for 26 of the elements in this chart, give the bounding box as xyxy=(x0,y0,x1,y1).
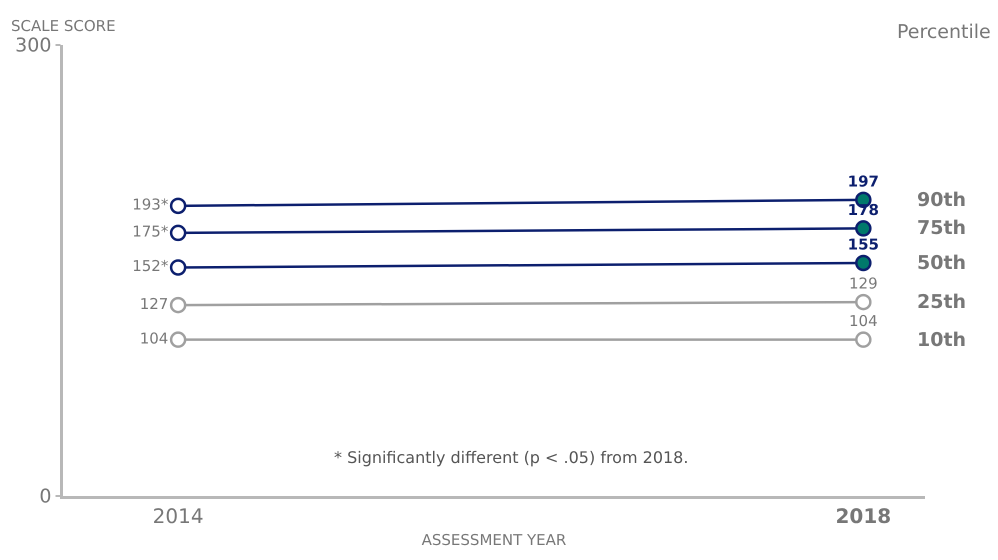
data-label: 152* xyxy=(132,257,169,276)
x-axis-title: ASSESSMENT YEAR xyxy=(422,530,566,549)
point xyxy=(170,331,186,348)
y-axis-title: SCALE SCORE xyxy=(11,17,116,35)
data-label: 129 xyxy=(849,274,878,293)
data-label: 197 xyxy=(848,172,879,190)
data-label: 175* xyxy=(132,222,169,241)
point xyxy=(170,296,186,314)
data-label: 127 xyxy=(140,294,168,313)
x-tick-label: 2018 xyxy=(835,504,892,528)
data-label: 104 xyxy=(140,329,168,348)
data-label: 155 xyxy=(848,235,879,254)
text: 25th xyxy=(917,291,966,313)
legend-title: Percentile xyxy=(897,21,991,43)
text: 75th xyxy=(917,217,966,239)
x-tick-label: 2014 xyxy=(152,504,204,528)
y-tick-label: 0 xyxy=(39,486,52,508)
text: 10th xyxy=(917,329,966,351)
y-tick-label: 300 xyxy=(15,34,52,57)
data-label: 104 xyxy=(849,312,878,330)
text: 90th xyxy=(917,189,966,211)
data-label: 193* xyxy=(132,196,169,214)
point xyxy=(855,294,872,310)
text: 50th xyxy=(917,252,966,274)
point xyxy=(855,331,872,348)
annotation: * Significantly different (p < .05) from 2018. xyxy=(334,448,688,467)
